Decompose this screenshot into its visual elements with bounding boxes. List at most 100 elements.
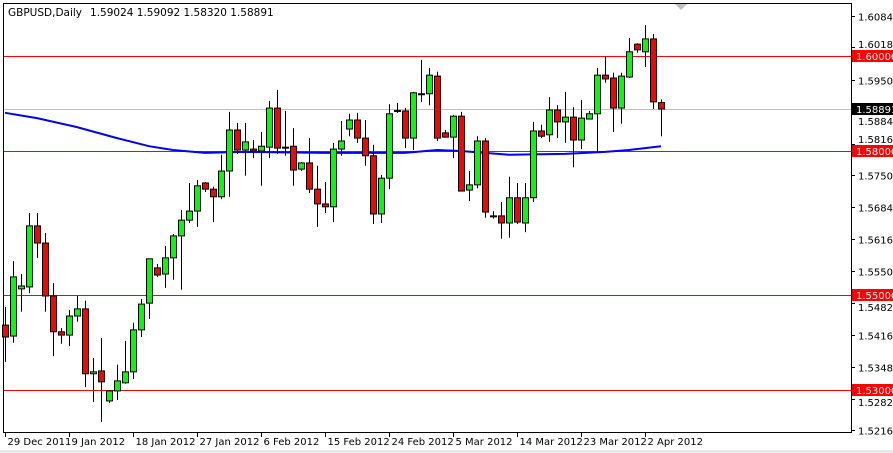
candle — [98, 337, 105, 422]
candle — [114, 364, 121, 400]
candle — [306, 138, 313, 193]
candle — [450, 114, 457, 159]
candle — [82, 300, 89, 388]
x-tick-label: 24 Feb 2012 — [392, 437, 454, 448]
candle — [330, 142, 337, 223]
bear-candle-body — [154, 267, 161, 276]
level-price-tag-bg — [852, 289, 893, 301]
bear-candle-body — [458, 115, 465, 192]
candle — [378, 174, 385, 224]
candle — [458, 111, 465, 192]
candle — [170, 233, 177, 280]
candle — [650, 34, 657, 110]
y-tick-label: 1.58840 — [858, 117, 893, 128]
candle — [586, 110, 593, 120]
candle — [570, 107, 577, 168]
candle — [370, 144, 377, 224]
candle — [66, 309, 73, 347]
bear-candle-body — [658, 102, 665, 110]
price-tags: 1.60000 1.58000 1.55000 1.53000 1.58891 — [852, 50, 893, 397]
candle — [26, 213, 33, 294]
bull-candle-body — [618, 75, 625, 109]
level-price-tag-bg — [852, 50, 893, 62]
y-tick-label: 1.52160 — [858, 427, 893, 438]
candle — [482, 138, 489, 218]
bull-candle-body — [426, 74, 433, 95]
candle — [242, 122, 249, 176]
level-price-tag-bg — [852, 145, 893, 157]
candle — [426, 67, 433, 106]
candle — [130, 322, 137, 379]
candle — [490, 211, 497, 219]
candle — [226, 111, 233, 197]
candle — [258, 131, 265, 186]
y-tick-label: 1.55500 — [858, 268, 893, 279]
candle — [266, 100, 273, 159]
bull-candle-body — [10, 276, 17, 337]
y-tick-label: 1.56840 — [858, 204, 893, 215]
bull-candle-body — [586, 113, 593, 120]
candle — [146, 258, 153, 319]
plot-frame — [3, 3, 852, 433]
candle — [90, 358, 97, 402]
bear-candle-body — [42, 242, 49, 297]
y-tick-label: 1.60840 — [858, 13, 893, 24]
candle — [538, 124, 545, 139]
bull-candle-body — [218, 170, 225, 198]
bull-candle-body — [26, 225, 33, 288]
candle — [234, 122, 241, 154]
bear-candle-body — [34, 225, 41, 244]
candle — [626, 37, 633, 79]
y-tick-label: 1.53480 — [858, 364, 893, 375]
bear-candle-body — [58, 331, 65, 336]
level-price-tag-bg — [852, 384, 893, 396]
bull-candle-body — [506, 197, 513, 224]
x-tick-label: 9 Jan 2012 — [72, 437, 126, 448]
bear-candle-body — [498, 215, 505, 224]
bull-candle-body — [122, 371, 129, 384]
bull-candle-body — [130, 329, 137, 373]
candle — [362, 119, 369, 166]
bull-candle-body — [170, 235, 177, 259]
price-axis: 1.60840 1.60180 1.59500 1.58840 1.58160 1.575… — [851, 13, 893, 438]
y-tick-label: 1.58160 — [858, 135, 893, 146]
candle — [530, 121, 537, 203]
bear-candle-body — [98, 370, 105, 383]
y-tick-label: 1.54820 — [858, 303, 893, 314]
x-tick-label: 27 Jan 2012 — [200, 437, 260, 448]
chart-shift-marker-icon[interactable] — [675, 4, 687, 10]
current-price-tag-bg — [852, 103, 893, 115]
candle — [322, 181, 329, 214]
x-tick-label: 18 Jan 2012 — [136, 437, 196, 448]
y-tick-label: 1.60180 — [858, 40, 893, 51]
bear-candle-body — [2, 324, 9, 338]
bear-candle-body — [282, 146, 289, 149]
bull-candle-body — [114, 380, 121, 392]
y-tick-label: 1.54160 — [858, 332, 893, 343]
bull-candle-body — [194, 185, 201, 212]
bull-candle-body — [626, 51, 633, 78]
candle — [442, 130, 449, 138]
bull-candle-body — [410, 92, 417, 139]
candle — [338, 120, 345, 156]
bull-candle-body — [90, 371, 97, 375]
candle — [298, 161, 305, 172]
bear-candle-body — [434, 75, 441, 139]
candle — [466, 171, 473, 202]
symbol-timeframe: GBPUSD,Daily — [8, 7, 82, 19]
x-tick-label: 15 Feb 2012 — [328, 437, 390, 448]
candle — [578, 99, 585, 150]
y-tick-label: 1.59500 — [858, 77, 893, 88]
bull-candle-body — [450, 115, 457, 138]
bull-candle-body — [258, 145, 265, 152]
bull-candle-body — [106, 390, 113, 402]
bear-candle-body — [418, 93, 425, 96]
x-tick-label: 14 Mar 2012 — [520, 437, 583, 448]
candle — [594, 67, 601, 152]
candle — [418, 59, 425, 102]
candle — [290, 128, 297, 186]
x-tick-label: 29 Dec 2011 — [8, 437, 72, 448]
candle — [346, 113, 353, 137]
